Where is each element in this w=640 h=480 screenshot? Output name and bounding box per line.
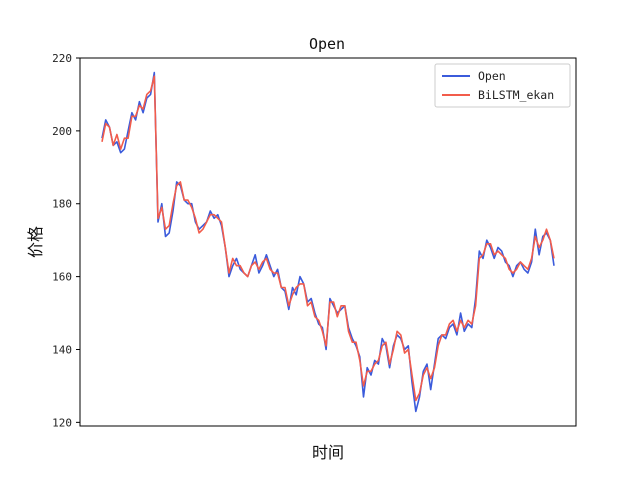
chart-title: Open [309, 35, 345, 53]
y-tick-label: 220 [52, 52, 72, 65]
legend: Open BiLSTM_ekan [434, 63, 571, 108]
series-line-bilstm-ekan [101, 75, 555, 402]
y-axis-ticks: 120 140 160 180 200 220 [52, 52, 80, 429]
x-axis-label: 时间 [312, 443, 344, 462]
legend-label-bilstm-ekan: BiLSTM_ekan [478, 88, 554, 102]
plot-frame [79, 57, 577, 427]
series-line-open [101, 71, 555, 413]
y-tick-label: 160 [52, 271, 72, 284]
series-lines [101, 71, 555, 413]
y-tick-label: 120 [52, 416, 72, 429]
y-tick-label: 140 [52, 343, 72, 356]
y-axis-label: 价格 [26, 226, 45, 258]
y-tick-label: 180 [52, 198, 72, 211]
legend-label-open: Open [478, 69, 506, 83]
legend-box [434, 63, 571, 108]
y-tick-label: 200 [52, 125, 72, 138]
